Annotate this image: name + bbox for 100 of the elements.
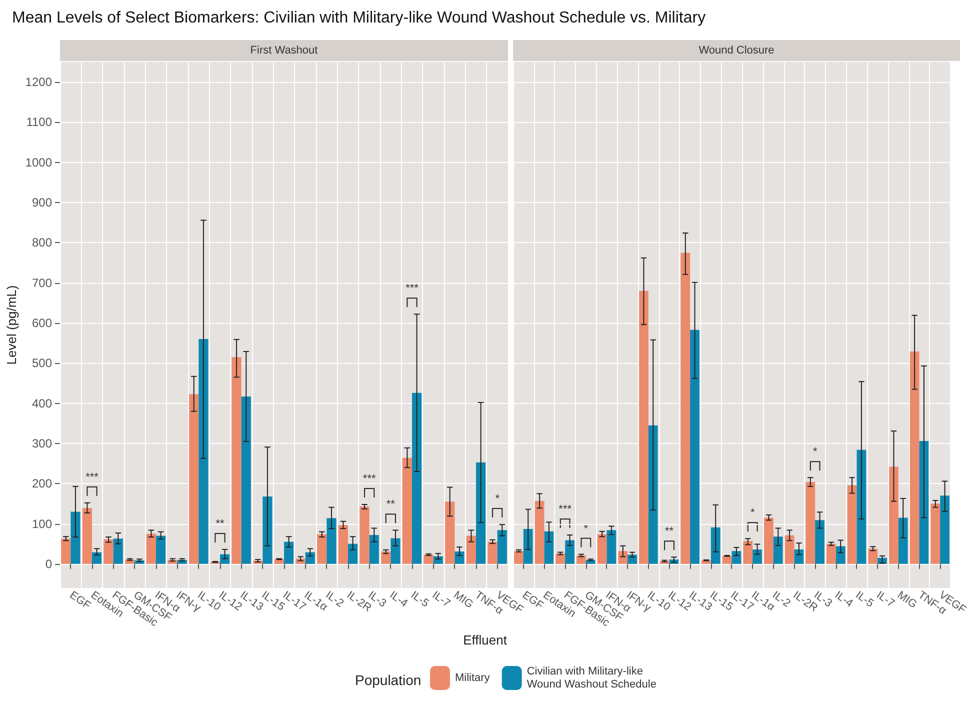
bar [348, 544, 358, 564]
x-tick-label: MIG [451, 589, 476, 611]
bar [476, 462, 486, 564]
x-tick-label: IL-4 [387, 589, 410, 610]
y-tick-label: 0 [45, 556, 52, 571]
bar [919, 441, 929, 564]
bar [156, 536, 166, 564]
annotation: * [584, 522, 589, 535]
annotation: ** [386, 498, 396, 511]
bar [113, 538, 123, 564]
annotation: * [812, 446, 818, 458]
bar [815, 520, 824, 564]
bar [369, 535, 379, 564]
bar [523, 528, 533, 564]
annotation: *** [362, 472, 376, 485]
bar [628, 554, 637, 564]
bar [61, 538, 71, 564]
x-tick-label: IL-7 [430, 589, 452, 610]
bar [806, 482, 816, 564]
bar [338, 524, 348, 564]
chart-title: Mean Levels of Select Biomarkers: Civilian with Military-like Wound Washout Schedule vs. Military [12, 10, 706, 26]
bar [856, 450, 866, 564]
x-tick-label: IL-5 [853, 589, 876, 610]
bar [317, 534, 327, 564]
bar [488, 542, 498, 564]
x-tick-label: IL-5 [408, 589, 431, 610]
bar [82, 508, 92, 564]
bar [680, 252, 690, 564]
y-tick-label: 1200 [25, 75, 52, 90]
y-tick-label: 800 [32, 236, 52, 250]
bar [847, 485, 857, 564]
bar [648, 425, 658, 564]
bar [326, 518, 336, 564]
bar [189, 394, 199, 564]
annotation: *** [558, 504, 572, 516]
annotation: * [495, 493, 500, 506]
y-tick-label: 100 [32, 516, 52, 531]
bar [639, 290, 648, 564]
annotation: ** [664, 526, 674, 538]
bar [497, 530, 507, 564]
x-tick-label: IL-4 [832, 589, 855, 610]
chart-subtitle: First Washout [250, 44, 318, 56]
annotation: ** [216, 518, 225, 530]
y-tick-label: 700 [32, 276, 52, 290]
bar [402, 458, 412, 564]
bar [241, 396, 251, 564]
bar [284, 542, 294, 564]
legend-title: Population [355, 672, 422, 688]
bar [466, 536, 476, 564]
bar [445, 502, 455, 564]
x-tick-label: IL-7 [874, 589, 897, 610]
y-tick-label: 300 [32, 436, 52, 450]
bar [556, 553, 566, 564]
bar [743, 541, 753, 564]
annotation: *** [406, 282, 420, 295]
bar [412, 392, 422, 564]
bar [868, 548, 878, 564]
y-tick-label: 200 [32, 476, 52, 491]
bar [454, 551, 464, 564]
bar [826, 544, 836, 564]
x-tick-label: EGF [67, 589, 93, 612]
y-tick-label: 900 [32, 196, 52, 210]
bar [910, 352, 920, 564]
y-tick-label: 600 [32, 316, 52, 330]
bar [710, 527, 720, 564]
bar [198, 339, 208, 564]
y-tick-label: 1000 [25, 155, 52, 170]
legend-label: Military [455, 672, 490, 684]
bar [514, 551, 524, 564]
bar [262, 496, 272, 564]
bar [544, 531, 554, 564]
bar [70, 512, 80, 564]
annotation: *** [86, 471, 100, 484]
bar [104, 539, 114, 564]
y-tick-label: 1100 [26, 115, 52, 130]
bar [773, 536, 783, 564]
bar [565, 540, 574, 564]
annotation: * [750, 507, 756, 520]
bar [690, 330, 700, 564]
bar [576, 555, 586, 564]
bar [597, 534, 607, 564]
bar [732, 551, 742, 564]
bar [889, 466, 898, 564]
bar [360, 506, 370, 564]
bar [92, 552, 102, 564]
bar [940, 496, 950, 564]
bar [764, 518, 774, 564]
bar [930, 504, 940, 564]
bar [146, 534, 156, 564]
chart-subtitle: Wound Closure [698, 44, 774, 56]
x-axis-title: Effluent [463, 632, 508, 648]
y-tick-label: 500 [32, 356, 52, 370]
legend-label: Civilian with Military-like Wound Washout Schedule [526, 666, 656, 690]
bar [424, 554, 434, 564]
x-tick-label: MIG [894, 589, 919, 611]
y-tick-label: 400 [32, 396, 52, 410]
bar [752, 549, 762, 564]
bar [606, 530, 616, 564]
bar [305, 552, 315, 564]
bar [836, 546, 846, 564]
